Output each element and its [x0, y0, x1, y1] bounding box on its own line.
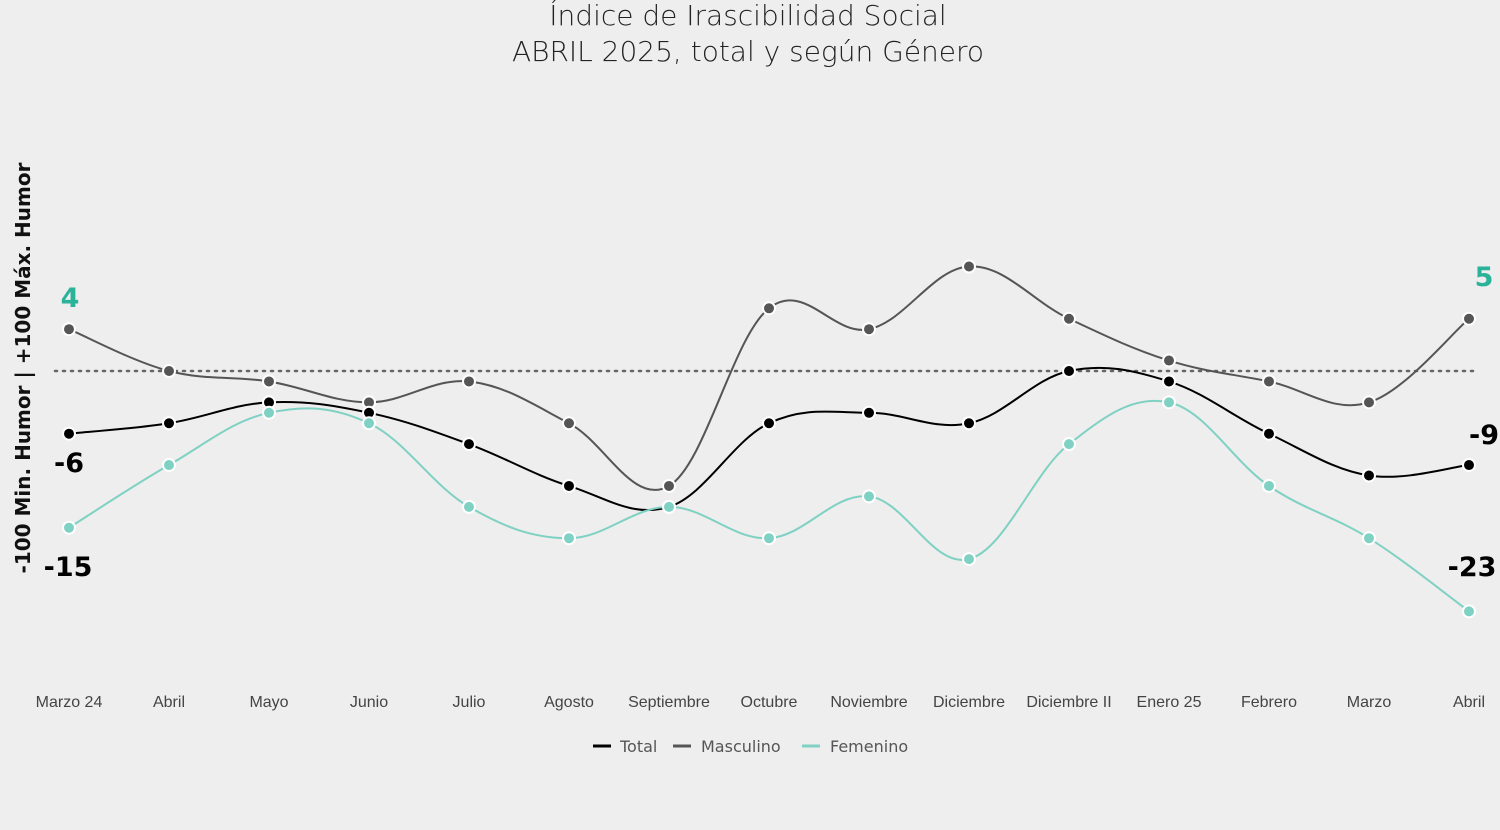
chart-subtitle: ABRIL 2025, total y según Género — [512, 35, 984, 68]
x-tick-label: Junio — [350, 694, 388, 711]
data-point-total — [562, 478, 576, 493]
data-point-total — [1362, 468, 1376, 483]
x-tick-label: Noviembre — [830, 694, 907, 711]
x-tick-label: Julio — [453, 694, 486, 711]
x-tick-label: Septiembre — [628, 694, 710, 711]
legend-label-femenino: Femenino — [830, 737, 908, 756]
x-tick-label: Octubre — [741, 694, 798, 711]
data-point-femenino — [1162, 395, 1176, 410]
data-point-total — [962, 416, 976, 431]
series-line-masculino — [68, 265, 1470, 491]
data-point-femenino — [762, 531, 776, 546]
data-point-masculino — [962, 259, 976, 274]
legend-label-masculino: Masculino — [701, 737, 781, 756]
data-point-femenino — [862, 489, 876, 504]
data-point-masculino — [662, 478, 676, 493]
data-point-masculino — [1062, 311, 1076, 326]
x-tick-label: Diciembre — [933, 694, 1005, 711]
data-point-masculino — [162, 364, 176, 378]
x-tick-label: Diciembre II — [1026, 694, 1111, 711]
data-point-total — [162, 416, 176, 431]
data-point-femenino — [1462, 604, 1476, 619]
data-point-masculino — [62, 322, 76, 337]
data-point-femenino — [462, 499, 476, 514]
data-label-first-total: -6 — [54, 448, 84, 479]
x-axis-ticks: Marzo 24 Abril Mayo Junio Julio Agosto Septiem… — [36, 694, 1485, 711]
data-point-femenino — [362, 416, 376, 431]
data-point-total — [1062, 364, 1076, 378]
data-point-masculino — [1162, 353, 1176, 368]
x-tick-label: Abril — [153, 694, 185, 711]
data-point-masculino — [762, 301, 776, 316]
data-point-masculino — [1362, 395, 1376, 410]
data-label-last-total: -9 — [1469, 420, 1499, 451]
x-tick-label: Febrero — [1241, 694, 1297, 711]
chart-title: Índice de Irascibilidad Social — [549, 0, 946, 32]
data-point-femenino — [1362, 531, 1376, 546]
legend: Total Masculino Femenino — [593, 737, 908, 756]
data-point-femenino — [662, 499, 676, 514]
data-point-masculino — [262, 374, 276, 389]
data-point-masculino — [1262, 374, 1276, 389]
data-point-total — [1162, 374, 1176, 389]
series-layer — [62, 259, 1476, 619]
series-line-femenino — [68, 399, 1470, 613]
data-point-femenino — [62, 520, 76, 535]
data-point-total — [1262, 426, 1276, 441]
data-label-last-femenino: -23 — [1448, 552, 1497, 583]
data-point-masculino — [862, 322, 876, 337]
legend-label-total: Total — [619, 737, 657, 756]
data-point-total — [1462, 458, 1476, 473]
x-tick-label: Abril — [1453, 694, 1485, 711]
x-tick-label: Marzo 24 — [36, 694, 103, 711]
y-axis-label: -100 Min. Humor | +100 Máx. Humor — [11, 162, 35, 573]
x-tick-label: Enero 25 — [1137, 694, 1202, 711]
data-point-total — [762, 416, 776, 431]
data-point-femenino — [262, 405, 276, 420]
series-line-total — [68, 366, 1470, 512]
data-point-femenino — [562, 531, 576, 546]
data-point-total — [862, 405, 876, 420]
data-point-masculino — [1462, 311, 1476, 326]
data-point-femenino — [962, 552, 976, 567]
data-point-total — [462, 437, 476, 452]
data-label-last-masculino: 5 — [1475, 262, 1494, 293]
data-label-first-femenino: -15 — [44, 552, 93, 583]
x-tick-label: Marzo — [1347, 694, 1392, 711]
data-point-femenino — [1262, 478, 1276, 493]
x-tick-label: Mayo — [249, 694, 288, 711]
data-point-masculino — [462, 374, 476, 389]
data-point-femenino — [162, 458, 176, 473]
data-point-femenino — [1062, 437, 1076, 452]
data-label-first-masculino: 4 — [61, 283, 80, 314]
x-tick-label: Agosto — [544, 694, 594, 711]
data-point-masculino — [562, 416, 576, 431]
data-point-total — [62, 426, 76, 441]
